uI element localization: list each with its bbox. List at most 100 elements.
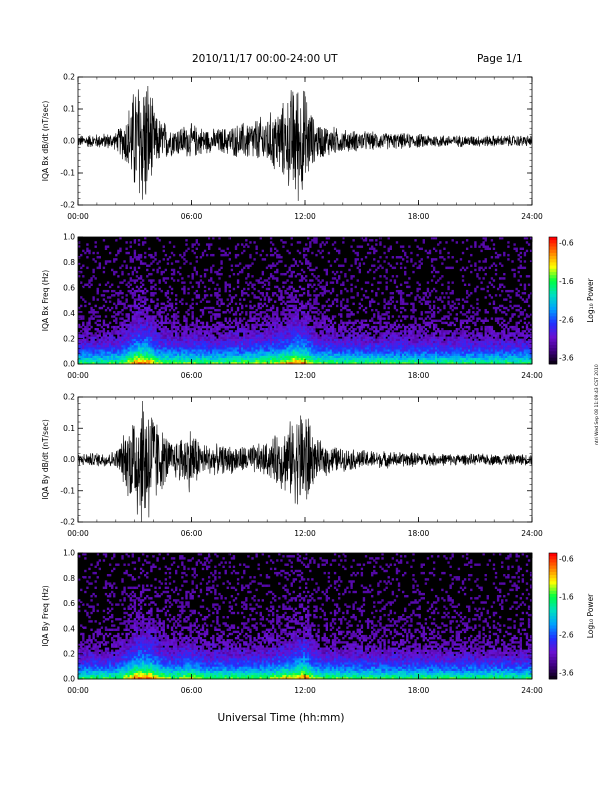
heatmap-cell <box>443 349 446 352</box>
heatmap-cell <box>257 349 260 352</box>
heatmap-cell <box>350 340 353 344</box>
heatmap-cell <box>422 319 425 322</box>
heatmap-cell <box>296 241 300 244</box>
heatmap-cell <box>300 325 304 329</box>
heatmap-cell <box>284 361 287 365</box>
heatmap-cell <box>214 342 217 346</box>
heatmap-cell <box>368 351 372 354</box>
heatmap-cell <box>177 340 180 344</box>
heatmap-cell <box>199 315 203 318</box>
heatmap-cell <box>183 334 186 337</box>
heatmap-cell <box>269 349 273 352</box>
heatmap-cell <box>329 355 333 358</box>
heatmap-cell <box>420 328 423 331</box>
heatmap-cell <box>146 336 149 339</box>
heatmap-cell <box>449 361 452 365</box>
heatmap-cell <box>404 347 407 350</box>
heatmap-cell <box>346 304 349 308</box>
heatmap-cell <box>195 319 198 322</box>
heatmap-cell <box>325 342 328 346</box>
heatmap-cell <box>179 344 182 348</box>
heatmap-cell <box>212 355 215 358</box>
heatmap-cell <box>197 283 201 286</box>
heatmap-cell <box>282 344 285 348</box>
heatmap-cell <box>96 311 99 314</box>
heatmap-cell <box>127 323 130 327</box>
heatmap-cell <box>284 315 287 318</box>
heatmap-cell <box>292 270 295 274</box>
heatmap-cell <box>298 359 302 363</box>
heatmap-cell <box>82 264 85 267</box>
heatmap-cell <box>321 357 324 361</box>
heatmap-cell <box>90 347 93 350</box>
heatmap-cell <box>412 342 415 346</box>
heatmap-cell <box>94 347 97 350</box>
heatmap-cell <box>321 285 324 289</box>
heatmap-cell <box>424 294 428 297</box>
heatmap-cell <box>139 357 143 361</box>
heatmap-cell <box>166 313 170 316</box>
heatmap-cell <box>115 325 118 329</box>
heatmap-cell <box>144 323 147 327</box>
heatmap-cell <box>360 332 364 335</box>
heatmap-cell <box>401 347 405 350</box>
heatmap-cell <box>385 359 388 363</box>
heatmap-cell <box>162 270 165 274</box>
heatmap-cell <box>420 353 423 356</box>
heatmap-cell <box>166 357 170 361</box>
heatmap-cell <box>399 300 403 303</box>
heatmap-cell <box>302 321 306 325</box>
heatmap-cell <box>300 321 304 325</box>
heatmap-cell <box>117 347 120 350</box>
heatmap-cell <box>267 359 271 363</box>
heatmap-cell <box>131 272 135 276</box>
heatmap-cell <box>327 353 331 356</box>
heatmap-cell <box>224 336 227 339</box>
heatmap-cell <box>137 294 141 297</box>
heatmap-cell <box>406 281 409 284</box>
heatmap-cell <box>375 330 378 333</box>
heatmap-cell <box>441 332 444 335</box>
heatmap-cell <box>333 353 337 356</box>
heatmap-cell <box>203 355 207 358</box>
heatmap-cell <box>391 323 395 327</box>
heatmap-cell <box>100 342 104 346</box>
heatmap-cell <box>119 349 122 352</box>
heatmap-cell <box>102 361 106 365</box>
heatmap-cell <box>288 323 291 327</box>
heatmap-cell <box>416 332 419 335</box>
heatmap-cell <box>179 353 182 356</box>
heatmap-cell <box>259 237 262 240</box>
heatmap-cell <box>362 342 366 346</box>
heatmap-cell <box>129 323 132 327</box>
heatmap-cell <box>265 347 269 350</box>
heatmap-cell <box>406 351 409 354</box>
heatmap-cell <box>267 321 271 325</box>
heatmap-cell <box>379 349 382 352</box>
heatmap-cell <box>263 357 267 361</box>
heatmap-cell <box>212 237 215 240</box>
heatmap-cell <box>195 349 198 352</box>
heatmap-cell <box>119 357 122 361</box>
heatmap-cell <box>323 315 326 318</box>
heatmap-cell <box>263 258 267 261</box>
heatmap-cell <box>241 243 244 246</box>
heatmap-cell <box>377 317 380 320</box>
heatmap-cell <box>302 328 306 331</box>
heatmap-cell <box>346 300 349 303</box>
heatmap-cell <box>356 292 359 295</box>
heatmap-cell <box>108 251 112 255</box>
heatmap-cell <box>144 355 147 358</box>
heatmap-cell <box>265 304 269 308</box>
heatmap-cell <box>383 332 386 335</box>
heatmap-cell <box>350 245 353 248</box>
heatmap-cell <box>302 351 306 354</box>
heatmap-cell <box>290 336 293 339</box>
heatmap-cell <box>410 359 413 363</box>
heatmap-cell <box>435 332 438 335</box>
heatmap-cell <box>218 342 221 346</box>
heatmap-cell <box>342 332 345 335</box>
heatmap-cell <box>115 359 118 363</box>
heatmap-cell <box>435 349 438 352</box>
heatmap-cell <box>212 281 215 284</box>
